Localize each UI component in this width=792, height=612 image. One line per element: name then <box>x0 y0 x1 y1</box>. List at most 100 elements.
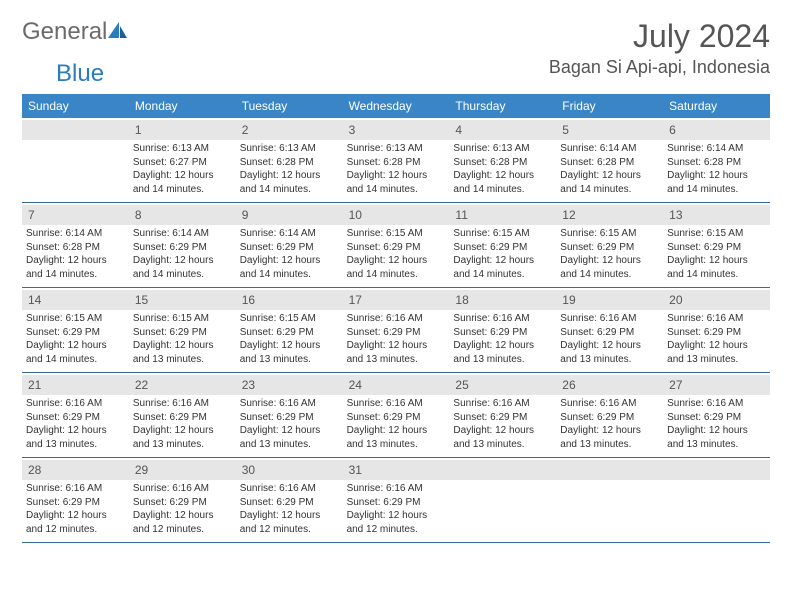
daylight-line1: Daylight: 12 hours <box>133 339 232 353</box>
sunrise-text: Sunrise: 6:15 AM <box>26 312 125 326</box>
day-number-row: 15 <box>129 290 236 310</box>
sunrise-text: Sunrise: 6:16 AM <box>133 482 232 496</box>
daylight-line1: Daylight: 12 hours <box>667 339 766 353</box>
day-number-row: 23 <box>236 375 343 395</box>
day-cell: 22Sunrise: 6:16 AMSunset: 6:29 PMDayligh… <box>129 373 236 457</box>
sunrise-text: Sunrise: 6:15 AM <box>560 227 659 241</box>
daylight-line1: Daylight: 12 hours <box>26 509 125 523</box>
day-number: 26 <box>562 378 575 392</box>
logo-sail-icon <box>107 20 129 45</box>
day-cell: 30Sunrise: 6:16 AMSunset: 6:29 PMDayligh… <box>236 458 343 542</box>
day-cell: 13Sunrise: 6:15 AMSunset: 6:29 PMDayligh… <box>663 203 770 287</box>
day-number-row: 14 <box>22 290 129 310</box>
sunrise-text: Sunrise: 6:13 AM <box>347 142 446 156</box>
sunset-text: Sunset: 6:29 PM <box>133 496 232 510</box>
day-number-row: 5 <box>556 120 663 140</box>
day-cell: 17Sunrise: 6:16 AMSunset: 6:29 PMDayligh… <box>343 288 450 372</box>
daylight-line1: Daylight: 12 hours <box>347 169 446 183</box>
dow-saturday: Saturday <box>663 94 770 118</box>
day-cell: 12Sunrise: 6:15 AMSunset: 6:29 PMDayligh… <box>556 203 663 287</box>
daylight-line1: Daylight: 12 hours <box>667 424 766 438</box>
daylight-line2: and 13 minutes. <box>133 353 232 367</box>
location-text: Bagan Si Api-api, Indonesia <box>549 57 770 78</box>
day-number: 11 <box>455 208 467 222</box>
day-cell: 5Sunrise: 6:14 AMSunset: 6:28 PMDaylight… <box>556 118 663 202</box>
sunrise-text: Sunrise: 6:16 AM <box>26 397 125 411</box>
dow-wednesday: Wednesday <box>343 94 450 118</box>
daylight-line1: Daylight: 12 hours <box>133 169 232 183</box>
day-info: Sunrise: 6:14 AMSunset: 6:29 PMDaylight:… <box>240 227 339 281</box>
sunrise-text: Sunrise: 6:14 AM <box>667 142 766 156</box>
day-number-row: 18 <box>449 290 556 310</box>
sunset-text: Sunset: 6:29 PM <box>453 326 552 340</box>
day-number-row: 20 <box>663 290 770 310</box>
day-info: Sunrise: 6:16 AMSunset: 6:29 PMDaylight:… <box>26 482 125 536</box>
day-info: Sunrise: 6:14 AMSunset: 6:28 PMDaylight:… <box>667 142 766 196</box>
day-cell <box>663 458 770 542</box>
daylight-line2: and 13 minutes. <box>133 438 232 452</box>
day-number: 16 <box>242 293 255 307</box>
day-number-row: 1 <box>129 120 236 140</box>
daylight-line1: Daylight: 12 hours <box>26 254 125 268</box>
day-info: Sunrise: 6:16 AMSunset: 6:29 PMDaylight:… <box>560 312 659 366</box>
day-number-row <box>22 120 129 140</box>
daylight-line1: Daylight: 12 hours <box>560 169 659 183</box>
day-number: 3 <box>349 123 356 137</box>
day-number: 28 <box>28 463 41 477</box>
day-cell: 15Sunrise: 6:15 AMSunset: 6:29 PMDayligh… <box>129 288 236 372</box>
day-number-row: 9 <box>236 205 343 225</box>
day-number-row: 10 <box>343 205 450 225</box>
day-info: Sunrise: 6:16 AMSunset: 6:29 PMDaylight:… <box>560 397 659 451</box>
sunrise-text: Sunrise: 6:15 AM <box>453 227 552 241</box>
sunset-text: Sunset: 6:29 PM <box>347 326 446 340</box>
day-number-row: 8 <box>129 205 236 225</box>
day-number-row <box>556 460 663 480</box>
daylight-line2: and 14 minutes. <box>240 268 339 282</box>
sunrise-text: Sunrise: 6:15 AM <box>240 312 339 326</box>
daylight-line2: and 13 minutes. <box>560 353 659 367</box>
day-number: 21 <box>28 378 41 392</box>
day-info: Sunrise: 6:16 AMSunset: 6:29 PMDaylight:… <box>347 312 446 366</box>
sunset-text: Sunset: 6:29 PM <box>26 411 125 425</box>
daylight-line1: Daylight: 12 hours <box>347 424 446 438</box>
sunrise-text: Sunrise: 6:16 AM <box>453 312 552 326</box>
day-info: Sunrise: 6:13 AMSunset: 6:28 PMDaylight:… <box>453 142 552 196</box>
day-cell: 26 Sunrise: 6:16 AMSunset: 6:29 PMDayligh… <box>556 373 663 457</box>
day-number-row: 29 <box>129 460 236 480</box>
sunrise-text: Sunrise: 6:15 AM <box>347 227 446 241</box>
daylight-line2: and 14 minutes. <box>240 183 339 197</box>
sunrise-text: Sunrise: 6:13 AM <box>133 142 232 156</box>
daylight-line2: and 14 minutes. <box>347 183 446 197</box>
sunset-text: Sunset: 6:29 PM <box>667 241 766 255</box>
sunset-text: Sunset: 6:28 PM <box>240 156 339 170</box>
day-number-row: 11 <box>449 205 556 225</box>
day-info: Sunrise: 6:14 AMSunset: 6:28 PMDaylight:… <box>560 142 659 196</box>
daylight-line1: Daylight: 12 hours <box>133 509 232 523</box>
day-info: Sunrise: 6:16 AMSunset: 6:29 PMDaylight:… <box>667 397 766 451</box>
daylight-line2: and 12 minutes. <box>133 523 232 537</box>
week-row: 1 Sunrise: 6:13 AMSunset: 6:27 PMDaylight… <box>22 118 770 203</box>
daylight-line1: Daylight: 12 hours <box>453 169 552 183</box>
daylight-line1: Daylight: 12 hours <box>453 424 552 438</box>
day-number: 22 <box>135 378 148 392</box>
day-number: 7 <box>28 208 35 222</box>
day-number: 23 <box>242 378 255 392</box>
sunset-text: Sunset: 6:29 PM <box>240 241 339 255</box>
daylight-line1: Daylight: 12 hours <box>453 339 552 353</box>
day-number-row: 26 <box>556 375 663 395</box>
day-info: Sunrise: 6:13 AMSunset: 6:28 PMDaylight:… <box>240 142 339 196</box>
daylight-line2: and 14 minutes. <box>667 183 766 197</box>
daylight-line1: Daylight: 12 hours <box>133 254 232 268</box>
daylight-line2: and 13 minutes. <box>667 353 766 367</box>
day-info: Sunrise: 6:15 AMSunset: 6:29 PMDaylight:… <box>560 227 659 281</box>
logo-word1: General <box>22 18 107 46</box>
week-row: 14Sunrise: 6:15 AMSunset: 6:29 PMDayligh… <box>22 288 770 373</box>
day-cell: 9Sunrise: 6:14 AMSunset: 6:29 PMDaylight… <box>236 203 343 287</box>
daylight-line2: and 14 minutes. <box>453 183 552 197</box>
dow-thursday: Thursday <box>449 94 556 118</box>
sunset-text: Sunset: 6:29 PM <box>667 411 766 425</box>
day-info: Sunrise: 6:15 AMSunset: 6:29 PMDaylight:… <box>240 312 339 366</box>
day-cell: 21Sunrise: 6:16 AMSunset: 6:29 PMDayligh… <box>22 373 129 457</box>
day-number: 1 <box>135 123 142 137</box>
day-info: Sunrise: 6:13 AMSunset: 6:27 PMDaylight:… <box>133 142 232 196</box>
